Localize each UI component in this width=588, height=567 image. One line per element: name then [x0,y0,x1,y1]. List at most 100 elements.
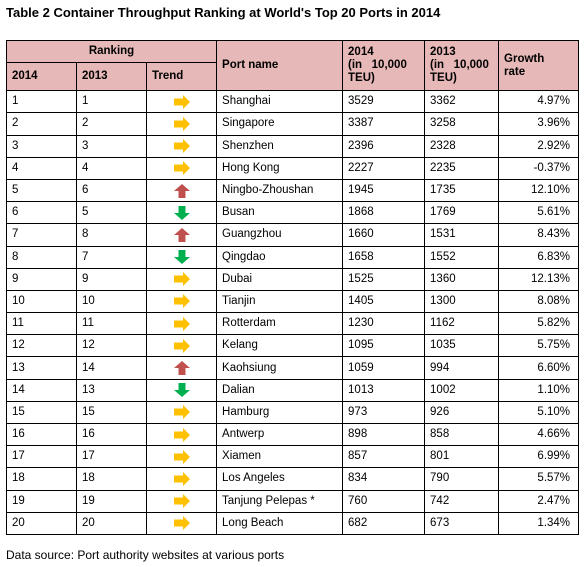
trend-flat-arrow-icon [173,316,190,331]
throughput-2014-cell: 3387 [342,112,426,136]
rank-2013-cell: 2 [76,112,147,136]
trend-flat-arrow-icon [173,427,190,442]
rank-2014-cell: 7 [6,223,77,247]
rank-2013-cell: 8 [76,223,147,247]
port-name-cell: Tanjung Pelepas * [216,489,344,513]
throughput-2014-cell: 682 [342,511,426,535]
rank-2014-cell: 6 [6,201,77,225]
rank-2014-header: 2014 [6,62,77,92]
ranking-header: Ranking [5,39,218,64]
throughput-2013-header-line1: 2013 [430,46,456,59]
throughput-2014-header-line2: (in 10,000 [348,59,407,72]
rank-2014-cell: 5 [6,178,77,203]
trend-cell [145,289,218,314]
throughput-2014-cell: 973 [342,400,426,425]
rank-2013-cell: 14 [76,356,147,380]
table-row: 12 12 Kelang 1095 1035 5.75% [6,334,580,358]
growth-header-line1: Growth [504,52,545,65]
trend-cell [145,356,218,380]
rank-2014-cell: 2 [6,112,77,136]
port-name-cell: Los Angeles [216,467,344,491]
growth-rate-cell: 5.10% [498,400,580,425]
throughput-2013-cell: 858 [424,422,500,447]
port-name-cell: Hamburg [216,400,344,425]
rank-2013-cell: 15 [76,400,147,425]
port-name-cell: Xiamen [216,445,344,469]
growth-rate-cell: 12.13% [498,267,580,291]
rank-2013-cell: 20 [76,511,147,535]
throughput-2014-cell: 834 [342,467,426,491]
trend-cell [145,511,218,535]
throughput-2014-cell: 2396 [342,134,426,158]
rank-2013-cell: 18 [76,467,147,491]
rank-2013-cell: 4 [76,156,147,180]
throughput-2014-header-line3: TEU) [348,72,375,85]
trend-flat-arrow-icon [173,116,190,131]
trend-cell [145,134,218,158]
growth-rate-cell: -0.37% [498,156,580,180]
throughput-2014-header-line1: 2014 [348,46,374,59]
throughput-2013-cell: 801 [424,445,500,469]
trend-cell [145,112,218,136]
throughput-2013-cell: 1360 [424,267,500,291]
throughput-2013-cell: 926 [424,400,500,425]
table-row: 6 5 Busan 1868 1769 5.61% [6,201,580,225]
trend-cell [145,223,218,247]
trend-up-arrow-icon [173,183,190,198]
throughput-2013-cell: 2328 [424,134,500,158]
rank-2014-cell: 15 [6,400,77,425]
rank-2014-cell: 17 [6,445,77,469]
throughput-2013-cell: 1300 [424,289,500,314]
rank-2013-cell: 16 [76,422,147,447]
growth-rate-header: Growth rate [498,39,580,92]
trend-cell [145,267,218,291]
throughput-2014-cell: 1660 [342,223,426,247]
throughput-2014-cell: 3529 [342,90,426,114]
growth-rate-cell: 6.83% [498,245,580,269]
rank-2013-cell: 9 [76,267,147,291]
trend-cell [145,245,218,269]
rank-2014-cell: 11 [6,312,77,336]
port-name-cell: Antwerp [216,422,344,447]
rank-2013-cell: 10 [76,289,147,314]
rank-2014-cell: 16 [6,422,77,447]
port-name-cell: Ningbo-Zhoushan [216,178,344,203]
port-name-cell: Dubai [216,267,344,291]
trend-flat-arrow-icon [173,449,190,464]
rank-2014-cell: 18 [6,467,77,491]
table-body: 1 1 Shanghai 3529 3362 4.97% 2 2 Singapore 3387 32… [6,90,580,535]
throughput-2014-cell: 760 [342,489,426,513]
data-source-note: Data source: Port authority websites at … [6,548,285,562]
rank-2014-cell: 20 [6,511,77,535]
growth-rate-cell: 6.60% [498,356,580,380]
rank-2014-cell: 9 [6,267,77,291]
throughput-2014-header: 2014 (in 10,000 TEU) [342,39,426,92]
rank-2013-header: 2013 [76,62,147,92]
throughput-2013-cell: 742 [424,489,500,513]
throughput-2013-cell: 673 [424,511,500,535]
trend-cell [145,422,218,447]
port-ranking-table: Ranking Port name 2014 (in 10,000 TEU) 2… [5,39,580,535]
port-name-cell: Kaohsiung [216,356,344,380]
trend-flat-arrow-icon [173,139,190,154]
port-name-cell: Shenzhen [216,134,344,158]
table-row: 20 20 Long Beach 682 673 1.34% [6,511,580,535]
port-name-header: Port name [216,39,344,92]
growth-rate-cell: 3.96% [498,112,580,136]
throughput-2014-cell: 898 [342,422,426,447]
throughput-2013-cell: 1769 [424,201,500,225]
growth-rate-cell: 2.47% [498,489,580,513]
table-row: 5 6 Ningbo-Zhoushan 1945 1735 12.10% [6,178,580,203]
table-row: 10 10 Tianjin 1405 1300 8.08% [6,289,580,314]
table-row: 13 14 Kaohsiung 1059 994 6.60% [6,356,580,380]
trend-flat-arrow-icon [173,161,190,176]
port-name-cell: Shanghai [216,90,344,114]
throughput-2013-header-line2: (in 10,000 [430,59,489,72]
trend-cell [145,334,218,358]
growth-rate-cell: 12.10% [498,178,580,203]
trend-flat-arrow-icon [173,272,190,287]
growth-rate-cell: 8.08% [498,289,580,314]
growth-header-line2: rate [504,65,526,78]
throughput-2014-cell: 857 [342,445,426,469]
growth-rate-cell: 5.57% [498,467,580,491]
